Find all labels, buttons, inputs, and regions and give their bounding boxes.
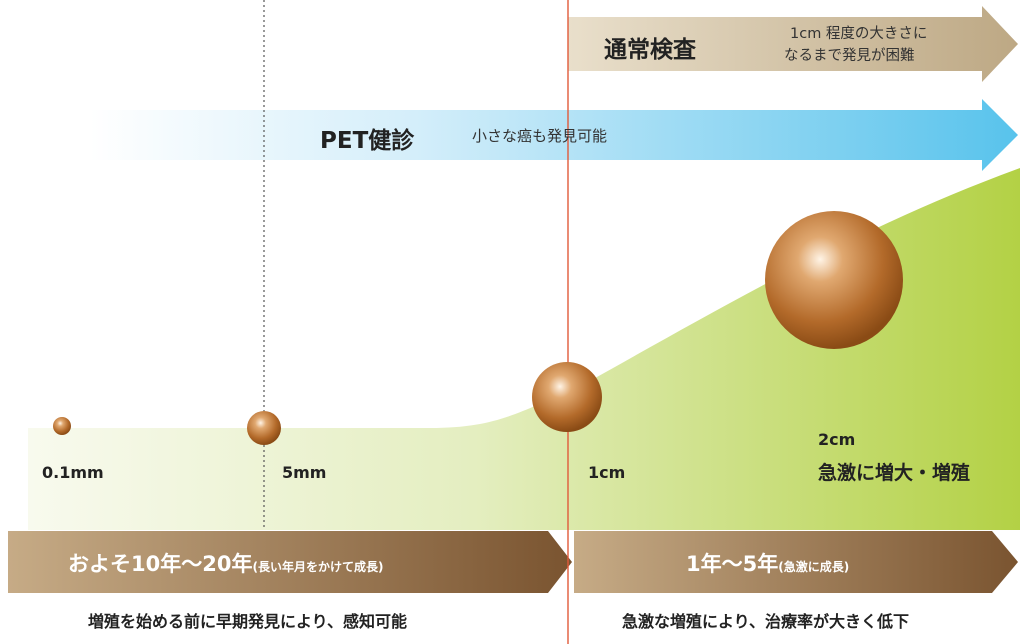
sphere-5mm <box>247 411 281 445</box>
sphere-1cm <box>532 362 602 432</box>
size-label-0-1mm: 0.1mm <box>42 463 104 482</box>
normal-exam-note-line2: なるまで発見が困難 <box>784 48 915 64</box>
timeline-left-arrow <box>8 531 572 593</box>
timeline-left-sub: (長い年月をかけて成長) <box>252 560 384 574</box>
size-label-1cm: 1cm <box>588 463 626 482</box>
timeline-right-main: 1年～5年 <box>686 552 779 576</box>
timeline-right-arrow <box>574 531 1018 593</box>
bottom-note-right: 急激な増殖により、治療率が大きく低下 <box>622 612 910 631</box>
size-label-2cm: 2cm <box>818 430 856 449</box>
timeline-right-sub: (急激に成長) <box>778 560 850 574</box>
timeline-left-label: およそ10年～20年(長い年月をかけて成長) <box>68 548 383 578</box>
size-label-5mm: 5mm <box>282 463 327 482</box>
timeline-right-label: 1年～5年(急激に成長) <box>686 548 849 578</box>
sphere-2cm <box>765 211 903 349</box>
timeline-left-main: およそ10年～20年 <box>68 552 253 576</box>
normal-exam-arrow <box>568 6 1018 82</box>
pet-exam-note: 小さな癌も発見可能 <box>472 127 608 145</box>
pet-exam-arrow <box>90 99 1018 171</box>
sphere-0-1mm <box>53 417 71 435</box>
bottom-note-left: 増殖を始める前に早期発見により、感知可能 <box>88 612 408 631</box>
normal-exam-note-line1: 1cm 程度の大きさに <box>790 26 928 42</box>
rapid-growth-label: 急激に増大・増殖 <box>818 462 971 484</box>
normal-exam-title: 通常検査 <box>604 37 696 63</box>
pet-exam-title: PET健診 <box>320 128 415 154</box>
